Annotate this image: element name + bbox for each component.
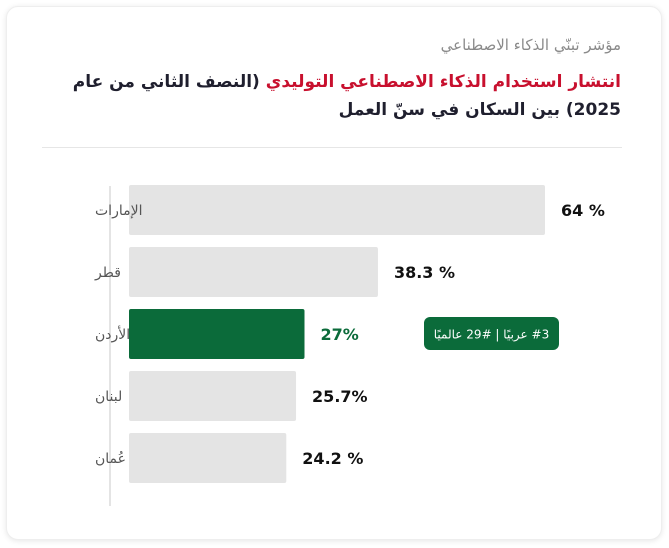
category-label-3: لبنان xyxy=(95,389,122,405)
chart-title-rest: (النصف الثاني من عام 2025) بين السكان في… xyxy=(72,72,621,120)
rank-badge xyxy=(424,317,559,350)
chart-subtitle: مؤشر تبنّي الذكاء الاصطناعي xyxy=(440,36,621,54)
value-label-3: 25.7% xyxy=(312,387,368,406)
bar-0 xyxy=(129,185,545,235)
rank-badge-label: #3 عربيًا | #29 عالميًا xyxy=(434,328,549,343)
value-label-0: 64 % xyxy=(561,201,605,220)
bar-3 xyxy=(129,371,297,421)
category-label-4: عُمان xyxy=(95,451,126,467)
bar-4 xyxy=(129,433,287,483)
bar-2 xyxy=(129,309,305,359)
category-label-2: الأردن xyxy=(95,325,130,343)
category-label-0: الإمارات xyxy=(95,203,142,219)
value-label-1: 38.3 % xyxy=(394,263,455,282)
bar-1 xyxy=(129,247,378,297)
value-label-2: 27% xyxy=(321,325,359,344)
category-label-1: قطر xyxy=(94,265,121,281)
value-label-4: 24.2 % xyxy=(302,449,363,468)
title-divider xyxy=(42,147,622,148)
chart-title: انتشار استخدام الذكاء الاصطناعي التوليدي… xyxy=(41,68,621,124)
chart-title-highlight: انتشار استخدام الذكاء الاصطناعي التوليدي xyxy=(265,72,621,92)
